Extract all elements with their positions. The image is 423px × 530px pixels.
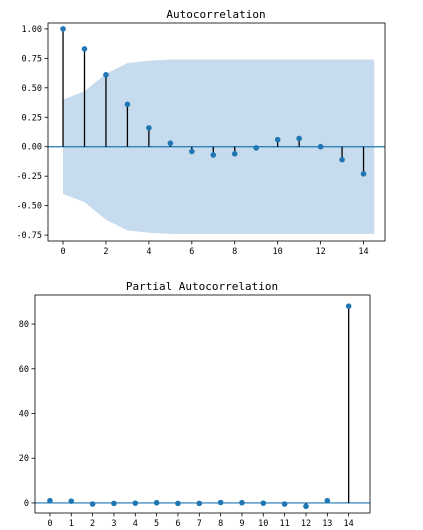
marker-lag-7 xyxy=(210,152,217,158)
x-tick-label: 10 xyxy=(258,519,268,529)
marker-lag-11 xyxy=(296,135,302,142)
x-tick-label: 5 xyxy=(154,519,159,529)
y-tick-label: 0.25 xyxy=(22,113,42,123)
x-tick-label: 9 xyxy=(239,519,244,529)
acf-x-axis: 0 2 4 6 8 10 12 14 xyxy=(60,241,369,257)
marker-lag-3 xyxy=(111,500,117,507)
marker-lag-1 xyxy=(68,498,75,504)
acf-axes-frame xyxy=(47,22,386,242)
y-tick-label: 40 xyxy=(19,410,29,420)
x-tick-label: 10 xyxy=(273,247,283,257)
x-tick-label: 6 xyxy=(175,519,180,529)
y-tick-label: 0.75 xyxy=(22,54,42,64)
x-tick-label: 12 xyxy=(315,247,325,257)
marker-lag-11 xyxy=(281,501,288,507)
pacf-panel: Partial Autocorrelation 0 1 2 3 4 5 6 7 8 9 10 11 12… xyxy=(19,280,371,529)
marker-lag-13 xyxy=(339,156,345,163)
x-tick-label: 4 xyxy=(133,519,138,529)
marker-lag-5 xyxy=(167,140,174,146)
marker-lag-6 xyxy=(189,148,195,155)
pacf-stems xyxy=(49,306,350,507)
marker-lag-6 xyxy=(175,500,181,507)
x-tick-label: 7 xyxy=(197,519,202,529)
marker-lag-12 xyxy=(317,143,324,150)
x-tick-label: 8 xyxy=(232,247,237,257)
marker-lag-2 xyxy=(103,72,109,78)
marker-lag-7 xyxy=(196,500,203,507)
x-tick-label: 6 xyxy=(189,247,194,257)
pacf-markers xyxy=(47,303,352,510)
x-tick-label: 14 xyxy=(344,519,354,529)
pacf-axes-frame xyxy=(34,294,371,514)
x-tick-label: 0 xyxy=(60,247,65,257)
y-tick-label: 0.50 xyxy=(22,84,42,94)
marker-lag-3 xyxy=(124,101,131,108)
acf-y-axis: 1.00 0.75 0.50 0.25 0.00 -0.25 -0.50 -0.75 xyxy=(16,25,48,241)
y-tick-label: -0.75 xyxy=(16,231,42,241)
marker-lag-14 xyxy=(360,171,367,177)
y-tick-label: 60 xyxy=(19,365,29,375)
x-tick-label: 14 xyxy=(358,247,368,257)
y-tick-label: 0.00 xyxy=(22,143,42,153)
x-tick-label: 0 xyxy=(47,519,52,529)
marker-lag-0 xyxy=(60,26,66,32)
x-tick-label: 4 xyxy=(146,247,151,257)
x-tick-label: 11 xyxy=(280,519,290,529)
y-tick-label: 0 xyxy=(24,499,29,509)
pacf-x-axis: 0 1 2 3 4 5 6 7 8 9 10 11 12 13 14 xyxy=(47,513,354,529)
marker-lag-0 xyxy=(47,497,53,504)
x-tick-label: 3 xyxy=(111,519,116,529)
x-tick-label: 8 xyxy=(218,519,223,529)
acf-markers xyxy=(60,26,367,177)
acf-title: Autocorrelation xyxy=(166,8,265,21)
x-tick-label: 13 xyxy=(322,519,332,529)
marker-lag-8 xyxy=(217,499,224,506)
acf-panel: Autocorrelation 0 2 4 6 8 10 12 14 1.00 0.75 0.50… xyxy=(16,8,386,257)
x-tick-label: 2 xyxy=(103,247,108,257)
marker-lag-9 xyxy=(239,499,245,506)
y-tick-label: -0.25 xyxy=(16,172,42,182)
marker-lag-2 xyxy=(89,501,96,507)
marker-lag-14 xyxy=(345,303,352,309)
marker-lag-13 xyxy=(324,497,331,504)
pacf-y-axis: 0 20 40 60 80 xyxy=(19,320,35,509)
marker-lag-4 xyxy=(132,500,139,506)
y-tick-label: 1.00 xyxy=(22,25,42,35)
marker-lag-10 xyxy=(274,136,281,143)
y-tick-label: 80 xyxy=(19,320,29,330)
x-tick-label: 2 xyxy=(90,519,95,529)
x-tick-label: 1 xyxy=(69,519,74,529)
marker-lag-1 xyxy=(81,46,88,52)
marker-lag-5 xyxy=(153,499,160,506)
marker-lag-10 xyxy=(260,500,267,506)
y-tick-label: -0.50 xyxy=(16,202,42,212)
marker-lag-12 xyxy=(303,503,309,510)
x-tick-label: 12 xyxy=(301,519,311,529)
marker-lag-8 xyxy=(231,151,238,157)
y-tick-label: 20 xyxy=(19,454,29,464)
marker-lag-9 xyxy=(253,145,260,151)
pacf-title: Partial Autocorrelation xyxy=(126,280,278,293)
marker-lag-4 xyxy=(146,125,152,131)
